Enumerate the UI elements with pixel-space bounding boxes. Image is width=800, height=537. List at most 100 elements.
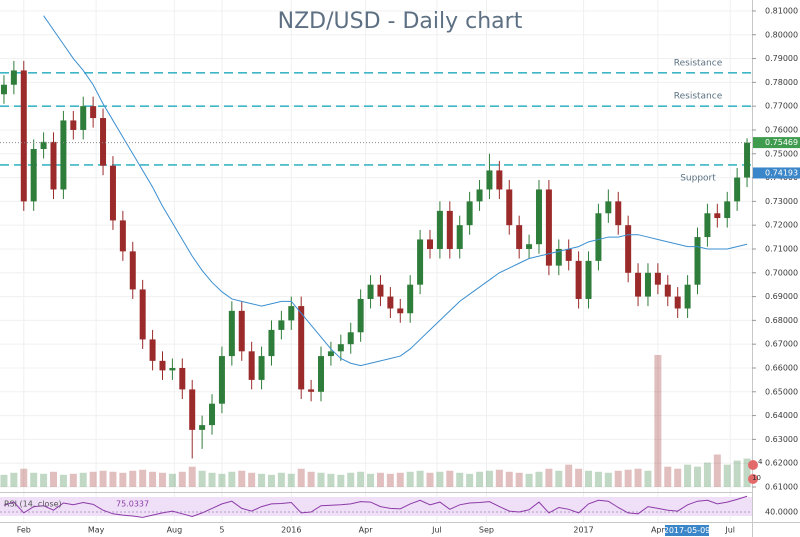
chart-title: NZD/USD - Daily chart bbox=[278, 9, 523, 34]
candle-body bbox=[674, 296, 681, 309]
candle-body bbox=[288, 306, 295, 321]
x-tick-label: May bbox=[88, 526, 105, 535]
volume-bar bbox=[694, 466, 702, 487]
candle-body bbox=[169, 367, 176, 371]
candle-body bbox=[90, 106, 97, 119]
volume-bar bbox=[109, 471, 117, 487]
volume-bar bbox=[664, 466, 672, 487]
volume-bar bbox=[59, 474, 67, 487]
y-tick-label: 0.69000 bbox=[765, 292, 798, 301]
candle-body bbox=[684, 284, 691, 309]
badge-icon bbox=[748, 460, 758, 470]
candle-body bbox=[298, 306, 305, 390]
y-tick-label: 0.65000 bbox=[765, 387, 798, 396]
candle-body bbox=[595, 213, 602, 261]
volume-bar bbox=[525, 473, 533, 487]
candle-body bbox=[476, 189, 483, 202]
price-pane: Resistance Resistance Support bbox=[0, 15, 752, 459]
price-tag bbox=[753, 167, 800, 179]
volume-bar bbox=[367, 473, 375, 487]
candle-body bbox=[40, 141, 47, 150]
rsi-value: 75.0337 bbox=[116, 500, 149, 509]
candle-body bbox=[407, 284, 414, 314]
volume-bar bbox=[565, 464, 573, 487]
y-tick-label: 0.63000 bbox=[765, 435, 798, 444]
x-tick-label: Jul bbox=[724, 526, 735, 535]
candle-body bbox=[516, 225, 523, 249]
candle-body bbox=[337, 344, 344, 352]
volume-bar bbox=[466, 473, 474, 487]
volume-bar bbox=[30, 472, 38, 487]
volume-bar bbox=[545, 468, 553, 487]
price-tag-label: 0.74193 bbox=[765, 168, 798, 177]
candle-body bbox=[129, 251, 136, 290]
volume-bar bbox=[505, 471, 513, 487]
volume-bar bbox=[178, 471, 186, 487]
volume-bar bbox=[426, 472, 434, 487]
candle-body bbox=[159, 360, 166, 371]
candle-body bbox=[20, 70, 27, 202]
candle-body bbox=[100, 118, 107, 166]
y-tick-label: 0.79000 bbox=[765, 54, 798, 63]
volume-bar bbox=[347, 472, 355, 487]
volume-bar bbox=[674, 468, 682, 487]
volume-bar bbox=[386, 473, 394, 487]
rsi-band bbox=[0, 497, 752, 516]
y-tick-label: 0.77000 bbox=[765, 102, 798, 111]
y-tick-label: 0.67000 bbox=[765, 340, 798, 349]
date-label: 2017-05-09 bbox=[664, 526, 711, 535]
volume-bar bbox=[158, 472, 166, 487]
y-tick-label: 0.66000 bbox=[765, 363, 798, 372]
price-tag-label: 0.75469 bbox=[765, 138, 798, 147]
y-tick-label: 0.71000 bbox=[765, 244, 798, 253]
volume-bar bbox=[89, 471, 97, 487]
x-tick-label: Apr bbox=[651, 526, 666, 535]
volume-bar bbox=[594, 471, 602, 487]
candle-body bbox=[526, 244, 533, 249]
candle-body bbox=[744, 142, 751, 178]
volume-bar bbox=[40, 473, 48, 487]
volume-bar bbox=[248, 472, 256, 487]
y-tick-label: 0.68000 bbox=[765, 316, 798, 325]
volume-bar bbox=[357, 471, 365, 487]
volume-bar bbox=[258, 473, 266, 487]
volume-bar bbox=[476, 471, 484, 487]
candle-body bbox=[446, 210, 453, 249]
candle-body bbox=[327, 351, 334, 357]
candle-body bbox=[417, 239, 424, 285]
volume-bar bbox=[743, 458, 751, 487]
y-tick-label: 0.73000 bbox=[765, 197, 798, 206]
y-tick-label: 0.81000 bbox=[765, 6, 798, 15]
volume-bar bbox=[119, 472, 127, 487]
volume-bar bbox=[575, 468, 583, 487]
y-tick-label: 0.76000 bbox=[765, 125, 798, 134]
candle-body bbox=[555, 248, 562, 266]
volume-bar bbox=[644, 470, 652, 487]
volume-bar bbox=[723, 464, 731, 487]
x-tick-label: Jul bbox=[431, 526, 442, 535]
price-tag bbox=[753, 137, 800, 149]
volume-bar bbox=[495, 469, 503, 487]
candle-body bbox=[496, 170, 503, 190]
candle-body bbox=[387, 296, 394, 309]
y-tick-label: 0.75000 bbox=[765, 149, 798, 158]
candle-body bbox=[724, 201, 731, 219]
volume-bar bbox=[218, 473, 226, 487]
volume-bar bbox=[604, 472, 612, 487]
candle-body bbox=[179, 367, 186, 390]
x-tick-label: 2017 bbox=[573, 526, 593, 535]
candle-body bbox=[268, 329, 275, 357]
volume-bar bbox=[20, 468, 28, 487]
candle-body bbox=[704, 213, 711, 238]
volume-bar bbox=[733, 460, 741, 487]
axes: 0.61000 0.62000 0.63000 0.64000 0.65000 0.660… bbox=[17, 6, 800, 535]
volume-bar bbox=[149, 471, 157, 487]
candle-body bbox=[605, 201, 612, 214]
volume-bar bbox=[198, 470, 206, 487]
badge: 10 bbox=[752, 474, 761, 482]
y-tick-label: 0.78000 bbox=[765, 78, 798, 87]
volume-bar bbox=[129, 470, 137, 487]
volume-bar bbox=[684, 464, 692, 487]
candle-body bbox=[426, 239, 433, 249]
